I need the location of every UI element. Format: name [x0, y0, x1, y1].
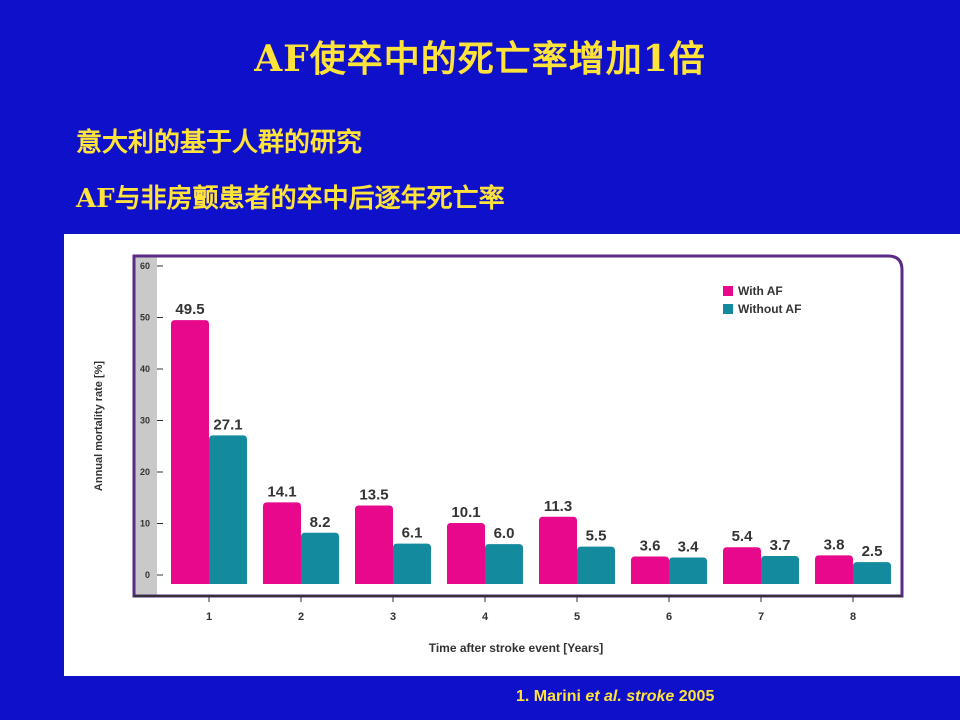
data-label: 6.1: [402, 525, 423, 542]
data-label: 14.1: [267, 483, 296, 500]
slide-title: AF使卒中的死亡率增加1倍: [254, 38, 706, 80]
data-label: 13.5: [359, 486, 388, 503]
y-axis-band: [134, 256, 157, 596]
bar-with-af: [723, 547, 761, 584]
citation-suffix: 2005: [674, 688, 715, 705]
bar-with-af: [171, 320, 209, 584]
data-label: 6.0: [494, 525, 515, 542]
data-label: 27.1: [213, 416, 242, 433]
x-tick-label: 7: [758, 611, 764, 623]
x-tick-label: 1: [206, 611, 212, 623]
x-tick-label: 3: [390, 611, 396, 623]
y-tick-label: 20: [140, 467, 150, 477]
bar-without-af: [761, 555, 799, 584]
y-tick-label: 30: [140, 416, 150, 426]
x-tick-label: 4: [482, 611, 489, 623]
data-label: 10.1: [451, 504, 480, 521]
x-tick-label: 8: [850, 611, 856, 623]
legend-swatch: [723, 286, 733, 296]
bar-without-af: [853, 562, 891, 584]
data-label: 5.4: [732, 528, 754, 545]
data-label: 3.8: [824, 536, 845, 553]
data-label: 11.3: [544, 498, 572, 515]
y-tick-label: 0: [145, 570, 150, 580]
data-label: 5.5: [586, 528, 607, 545]
x-tick-label: 2: [298, 611, 304, 623]
bar-with-af: [447, 522, 485, 584]
data-label: 3.4: [678, 538, 700, 555]
y-axis-label: Annual mortality rate [%]: [93, 361, 105, 492]
bar-with-af: [355, 505, 393, 584]
bar-without-af: [393, 543, 431, 584]
bar-with-af: [263, 502, 301, 584]
y-tick-label: 40: [140, 364, 150, 374]
x-tick-label: 6: [666, 611, 672, 623]
bar-without-af: [485, 544, 523, 584]
legend-swatch: [723, 304, 733, 314]
data-label: 49.5: [175, 301, 204, 318]
data-label: 3.6: [640, 537, 661, 554]
chart-panel: 0 10 20 30 40 50 60 Annual mortality rate [%] 49…: [64, 234, 960, 676]
bar-chart: 0 10 20 30 40 50 60 Annual mortality rate [%] 49…: [93, 254, 904, 655]
bar-without-af: [301, 532, 339, 584]
subtitle-mortality: AF与非房颤患者的卒中后逐年死亡率: [76, 184, 505, 214]
citation-prefix: 1. Marini: [516, 688, 586, 705]
data-label: 2.5: [862, 543, 883, 560]
citation-italic: et al. stroke: [585, 688, 675, 705]
x-tick-label: 5: [574, 611, 580, 623]
data-label: 8.2: [310, 514, 331, 531]
data-label: 3.7: [770, 537, 791, 554]
bar-without-af: [669, 557, 707, 584]
bar-with-af: [815, 555, 853, 584]
bar-with-af: [539, 516, 577, 584]
bar-without-af: [209, 435, 247, 584]
y-tick-label: 60: [140, 261, 150, 271]
x-axis-label: Time after stroke event [Years]: [429, 641, 604, 655]
subtitle-study: 意大利的基于人群的研究: [76, 128, 363, 158]
legend-label: With AF: [738, 284, 783, 298]
bar-without-af: [577, 546, 615, 584]
y-tick-label: 50: [140, 313, 150, 323]
y-tick-label: 10: [140, 519, 150, 529]
bar-with-af: [631, 556, 669, 584]
citation: 1. Marini et al. stroke 2005: [516, 688, 714, 706]
legend-label: Without AF: [738, 302, 801, 316]
